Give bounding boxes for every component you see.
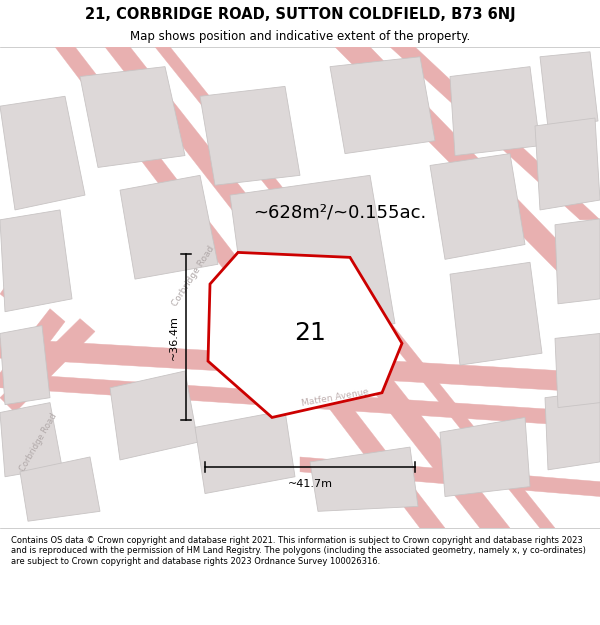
Polygon shape (195, 411, 295, 494)
Polygon shape (390, 47, 600, 220)
Polygon shape (0, 326, 50, 404)
Polygon shape (230, 176, 395, 343)
Polygon shape (555, 334, 600, 408)
Polygon shape (0, 210, 72, 312)
Polygon shape (450, 67, 540, 156)
Polygon shape (0, 319, 95, 412)
Polygon shape (0, 96, 85, 210)
Polygon shape (335, 47, 600, 284)
Polygon shape (0, 338, 600, 392)
Polygon shape (545, 391, 600, 470)
Polygon shape (200, 86, 300, 185)
Polygon shape (20, 457, 100, 521)
Polygon shape (300, 457, 600, 496)
Polygon shape (0, 402, 62, 477)
Polygon shape (110, 371, 198, 460)
Polygon shape (105, 47, 510, 528)
Text: ~628m²/~0.155ac.: ~628m²/~0.155ac. (253, 204, 427, 222)
Text: ~36.4m: ~36.4m (169, 315, 179, 360)
Polygon shape (0, 244, 50, 306)
Polygon shape (450, 262, 542, 365)
Polygon shape (55, 47, 445, 528)
Polygon shape (430, 154, 525, 259)
Text: ~41.7m: ~41.7m (287, 479, 332, 489)
Polygon shape (80, 67, 185, 168)
Polygon shape (155, 47, 555, 528)
Polygon shape (555, 219, 600, 304)
Polygon shape (540, 52, 598, 128)
Polygon shape (0, 373, 600, 428)
Text: Corbridge Road: Corbridge Road (170, 244, 216, 308)
Text: Contains OS data © Crown copyright and database right 2021. This information is : Contains OS data © Crown copyright and d… (11, 536, 586, 566)
Polygon shape (208, 253, 402, 418)
Polygon shape (0, 309, 65, 388)
Text: Matfen Avenue: Matfen Avenue (301, 388, 370, 408)
Polygon shape (330, 57, 435, 154)
Polygon shape (535, 118, 600, 210)
Polygon shape (310, 447, 418, 511)
Text: Map shows position and indicative extent of the property.: Map shows position and indicative extent… (130, 30, 470, 43)
Polygon shape (120, 176, 218, 279)
Polygon shape (440, 418, 530, 496)
Text: 21: 21 (294, 321, 326, 346)
Text: 21, CORBRIDGE ROAD, SUTTON COLDFIELD, B73 6NJ: 21, CORBRIDGE ROAD, SUTTON COLDFIELD, B7… (85, 8, 515, 22)
Text: Corbridge Road: Corbridge Road (18, 411, 58, 472)
